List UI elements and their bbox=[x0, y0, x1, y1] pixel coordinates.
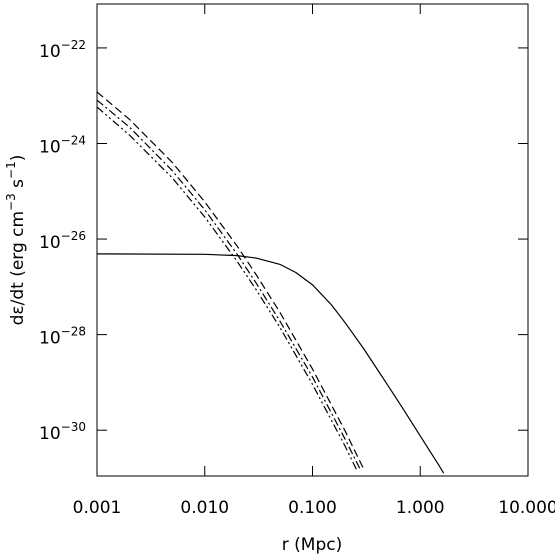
x-tick-label: 0.100 bbox=[288, 498, 337, 518]
y-tick-label: 10−30 bbox=[39, 420, 86, 445]
x-tick-label: 1.000 bbox=[396, 498, 445, 518]
plot-area bbox=[97, 91, 445, 474]
x-axis-title: r (Mpc) bbox=[282, 535, 342, 555]
y-tick-label: 10−24 bbox=[39, 133, 86, 158]
data-line bbox=[97, 106, 358, 472]
data-line bbox=[97, 253, 445, 474]
data-line bbox=[97, 91, 365, 470]
y-tick-label: 10−26 bbox=[39, 229, 86, 254]
x-tick-label: 0.010 bbox=[180, 498, 229, 518]
plot-frame bbox=[96, 3, 529, 477]
x-tick-label: 10.000 bbox=[498, 498, 555, 518]
y-tick-label: 10−22 bbox=[39, 37, 86, 62]
y-tick-label: 10−28 bbox=[39, 324, 86, 349]
data-line bbox=[97, 99, 362, 471]
y-axis-title: dε/dt (erg cm−3 s−1) bbox=[4, 155, 29, 326]
x-tick-label: 0.001 bbox=[73, 498, 122, 518]
